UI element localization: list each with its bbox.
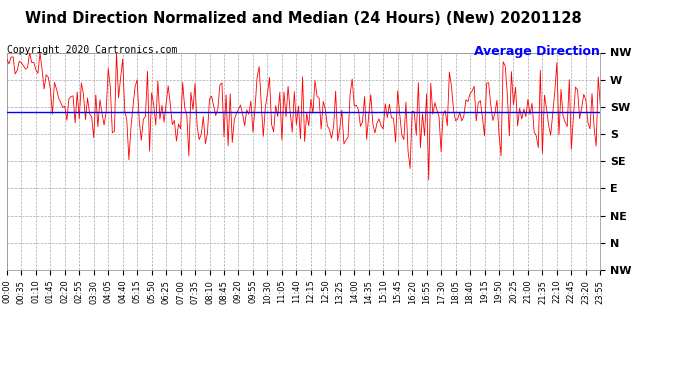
Text: Average Direction: Average Direction bbox=[475, 45, 600, 58]
Text: Wind Direction Normalized and Median (24 Hours) (New) 20201128: Wind Direction Normalized and Median (24… bbox=[26, 11, 582, 26]
Text: Copyright 2020 Cartronics.com: Copyright 2020 Cartronics.com bbox=[7, 45, 177, 55]
